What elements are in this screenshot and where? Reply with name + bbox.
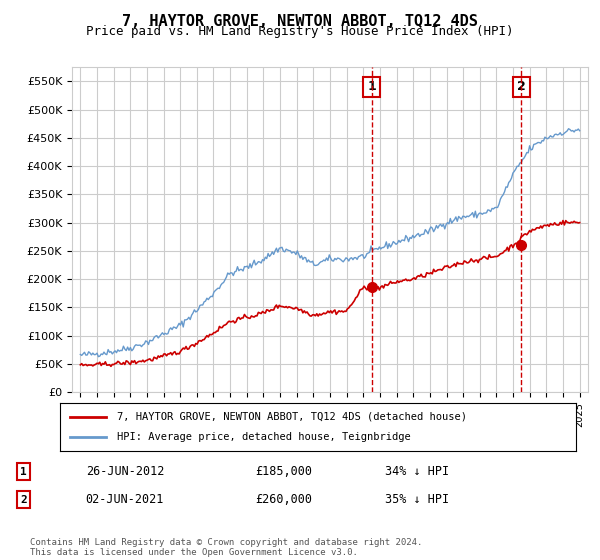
Text: 35% ↓ HPI: 35% ↓ HPI bbox=[385, 493, 449, 506]
Text: 26-JUN-2012: 26-JUN-2012 bbox=[86, 465, 164, 478]
Text: 2: 2 bbox=[20, 495, 27, 505]
Text: 1: 1 bbox=[367, 81, 376, 94]
Text: 34% ↓ HPI: 34% ↓ HPI bbox=[385, 465, 449, 478]
Text: 7, HAYTOR GROVE, NEWTON ABBOT, TQ12 4DS (detached house): 7, HAYTOR GROVE, NEWTON ABBOT, TQ12 4DS … bbox=[117, 412, 467, 422]
Text: HPI: Average price, detached house, Teignbridge: HPI: Average price, detached house, Teig… bbox=[117, 432, 410, 442]
Text: 2: 2 bbox=[517, 81, 526, 94]
Text: 7, HAYTOR GROVE, NEWTON ABBOT, TQ12 4DS: 7, HAYTOR GROVE, NEWTON ABBOT, TQ12 4DS bbox=[122, 14, 478, 29]
Text: Contains HM Land Registry data © Crown copyright and database right 2024.
This d: Contains HM Land Registry data © Crown c… bbox=[30, 538, 422, 557]
Text: 02-JUN-2021: 02-JUN-2021 bbox=[86, 493, 164, 506]
Text: 1: 1 bbox=[20, 467, 27, 477]
Text: £185,000: £185,000 bbox=[255, 465, 312, 478]
Text: Price paid vs. HM Land Registry's House Price Index (HPI): Price paid vs. HM Land Registry's House … bbox=[86, 25, 514, 38]
Text: £260,000: £260,000 bbox=[255, 493, 312, 506]
